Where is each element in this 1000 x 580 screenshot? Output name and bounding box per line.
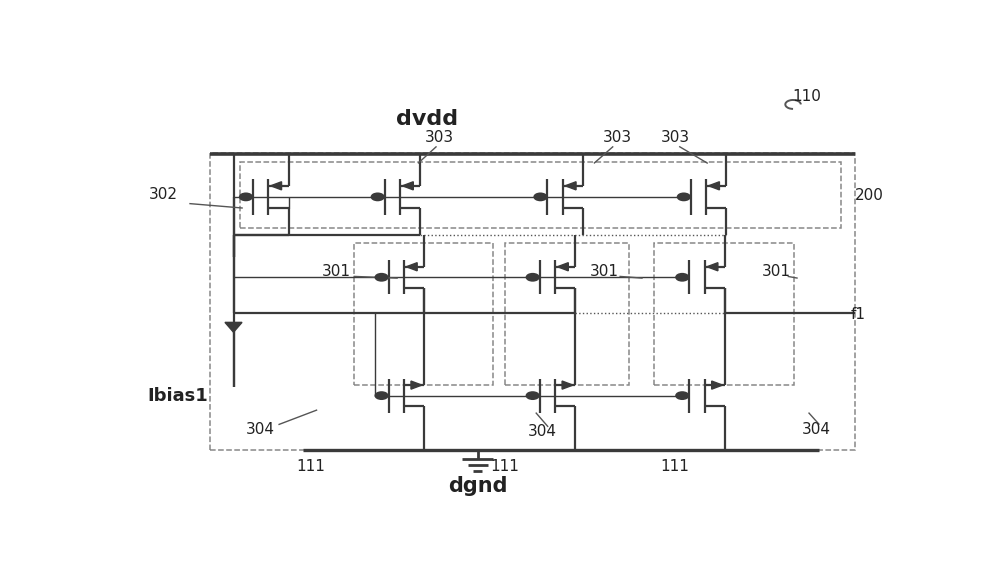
Text: 303: 303 — [424, 130, 453, 145]
Bar — [210, 153, 855, 450]
Polygon shape — [402, 182, 413, 190]
Bar — [354, 244, 493, 385]
Text: dgnd: dgnd — [448, 476, 507, 496]
Polygon shape — [709, 182, 719, 190]
Polygon shape — [562, 381, 573, 389]
Text: 304: 304 — [527, 424, 556, 439]
Polygon shape — [411, 381, 422, 389]
Text: 303: 303 — [603, 130, 632, 145]
Polygon shape — [707, 263, 718, 271]
Circle shape — [676, 392, 688, 399]
Polygon shape — [271, 182, 282, 190]
Polygon shape — [712, 381, 723, 389]
Bar — [240, 162, 841, 228]
Text: Ibias1: Ibias1 — [147, 387, 208, 405]
Circle shape — [534, 193, 547, 201]
Text: dvdd: dvdd — [396, 108, 458, 129]
Polygon shape — [406, 263, 417, 271]
Circle shape — [371, 193, 384, 201]
Polygon shape — [225, 322, 242, 332]
Text: f1: f1 — [851, 307, 866, 322]
Text: 302: 302 — [149, 187, 178, 202]
Text: 111: 111 — [297, 459, 325, 474]
Text: 301: 301 — [322, 264, 351, 279]
Text: 304: 304 — [246, 422, 275, 437]
Text: 303: 303 — [661, 130, 690, 145]
Text: 200: 200 — [855, 188, 883, 203]
Polygon shape — [557, 263, 568, 271]
Circle shape — [678, 193, 690, 201]
Circle shape — [375, 392, 388, 399]
Text: 111: 111 — [490, 459, 519, 474]
Text: 111: 111 — [661, 459, 690, 474]
Text: 301: 301 — [589, 264, 618, 279]
Circle shape — [526, 274, 539, 281]
Text: 301: 301 — [762, 264, 790, 279]
Circle shape — [526, 392, 539, 399]
Text: 304: 304 — [802, 422, 831, 437]
Bar — [505, 244, 629, 385]
Circle shape — [240, 193, 252, 201]
Bar — [654, 244, 794, 385]
Circle shape — [676, 274, 688, 281]
Polygon shape — [565, 182, 576, 190]
Text: 110: 110 — [793, 89, 821, 104]
Circle shape — [375, 274, 388, 281]
